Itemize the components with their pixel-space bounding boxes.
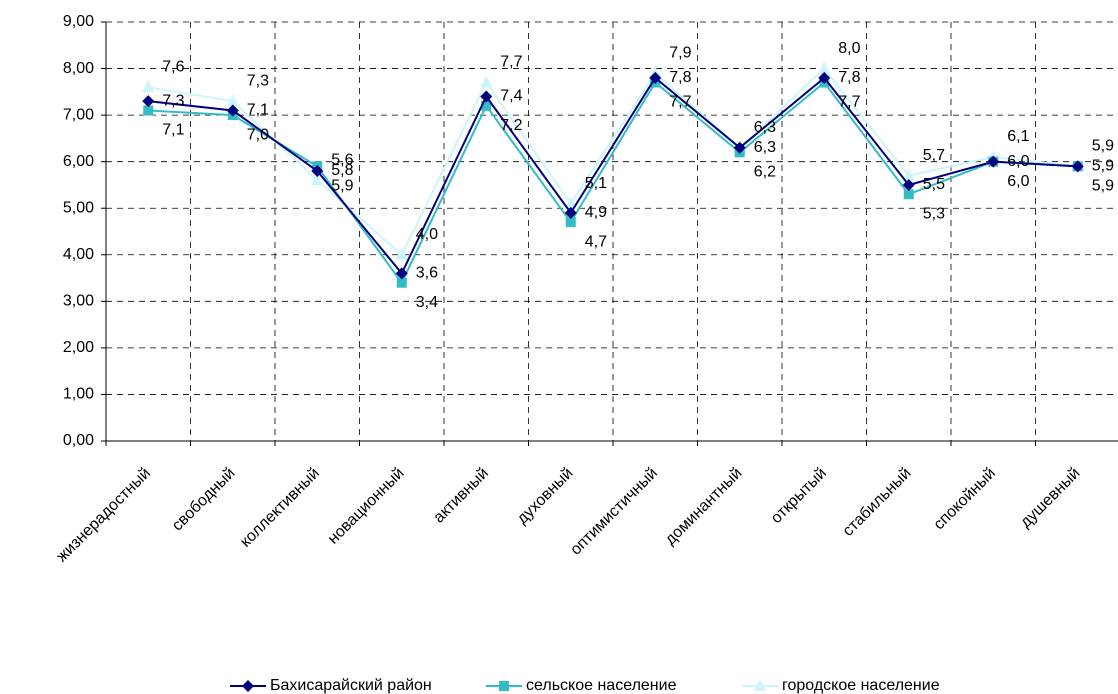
marker (311, 173, 324, 186)
data-label: 5,7 (923, 147, 945, 164)
data-label: 8,0 (838, 40, 860, 57)
data-label: 6,1 (1007, 128, 1029, 145)
data-label: 7,3 (247, 72, 269, 89)
data-label: 7,7 (838, 94, 860, 111)
data-label: 5,9 (331, 178, 353, 195)
marker (480, 75, 493, 88)
legend-label: сельское население (526, 677, 677, 694)
marker (565, 217, 576, 228)
marker (395, 247, 408, 260)
data-label: 6,3 (754, 139, 776, 156)
x-tick-label: коллективный (237, 465, 323, 551)
x-tick-label: оптимистичный (567, 465, 661, 559)
series-line (148, 81, 1078, 285)
legend-item: сельское население (486, 677, 677, 694)
marker (903, 189, 914, 200)
data-label: 7,9 (669, 44, 691, 61)
legend-item: Бахисарайский район (230, 677, 432, 694)
marker (242, 680, 254, 692)
data-label: 7,3 (162, 92, 184, 109)
data-label: 3,4 (416, 294, 438, 311)
marker (564, 196, 577, 209)
y-tick-label: 2,00 (63, 339, 94, 356)
marker (226, 104, 239, 117)
y-tick-label: 0,00 (63, 432, 94, 449)
marker (754, 679, 766, 691)
series-line (148, 76, 1078, 276)
data-label: 5,8 (331, 162, 353, 179)
marker (311, 164, 324, 177)
data-label: 6,2 (754, 164, 776, 181)
x-tick-label: активный (430, 465, 492, 527)
marker (1071, 160, 1084, 173)
marker (818, 71, 831, 84)
marker (226, 94, 239, 107)
data-label: 6,0 (1007, 153, 1029, 170)
data-label: 3,6 (416, 265, 438, 282)
x-tick-label: стабильный (840, 465, 915, 540)
data-label: 7,1 (247, 102, 269, 119)
legend-label: Бахисарайский район (270, 677, 432, 694)
marker (733, 141, 746, 154)
data-label: 7,7 (669, 94, 691, 111)
series-line (148, 67, 1078, 257)
marker (902, 168, 915, 181)
marker (564, 206, 577, 219)
data-label: 5,6 (331, 152, 353, 169)
x-tick-label: духовный (514, 465, 577, 528)
data-label: 7,0 (247, 126, 269, 143)
data-label: 7,2 (500, 117, 522, 134)
data-label: 6,0 (1007, 173, 1029, 190)
data-label: 7,8 (838, 69, 860, 86)
y-tick-label: 7,00 (63, 106, 94, 123)
data-label: 6,3 (754, 119, 776, 136)
data-label: 7,7 (500, 54, 522, 71)
data-label: 5,3 (923, 205, 945, 222)
data-label: 7,1 (162, 122, 184, 139)
y-tick-label: 3,00 (63, 293, 94, 310)
data-label: 5,1 (585, 175, 607, 192)
x-tick-label: душевный (1017, 465, 1083, 531)
y-tick-label: 8,00 (63, 60, 94, 77)
marker (902, 178, 915, 191)
y-tick-label: 9,00 (63, 13, 94, 30)
x-tick-label: свободный (169, 465, 239, 535)
y-tick-label: 5,00 (63, 199, 94, 216)
marker (395, 267, 408, 280)
marker (142, 80, 155, 93)
legend-label: городское население (782, 677, 940, 694)
data-label: 4,9 (585, 204, 607, 221)
data-label: 5,9 (1092, 138, 1114, 155)
legend-item: городское население (742, 677, 940, 694)
marker (480, 90, 493, 103)
x-tick-label: открытый (768, 465, 830, 527)
y-tick-label: 1,00 (63, 386, 94, 403)
data-label: 7,8 (669, 69, 691, 86)
x-tick-label: новационный (325, 465, 408, 548)
data-label: 4,0 (416, 226, 438, 243)
data-label: 5,9 (1092, 158, 1114, 175)
marker (649, 71, 662, 84)
data-label: 4,7 (585, 233, 607, 250)
x-tick-label: жизнерадостный (53, 465, 154, 566)
marker (481, 100, 492, 111)
x-tick-label: доминантный (662, 465, 746, 549)
data-label: 5,5 (923, 176, 945, 193)
y-tick-label: 4,00 (63, 246, 94, 263)
marker (818, 61, 831, 74)
marker (499, 681, 509, 691)
data-label: 7,4 (500, 88, 522, 105)
marker (142, 95, 155, 108)
x-tick-label: спокойный (931, 465, 1000, 534)
marker (396, 277, 407, 288)
data-label: 5,9 (1092, 178, 1114, 195)
y-tick-label: 6,00 (63, 153, 94, 170)
data-label: 7,6 (162, 58, 184, 75)
marker (987, 155, 1000, 168)
marker (143, 105, 154, 116)
